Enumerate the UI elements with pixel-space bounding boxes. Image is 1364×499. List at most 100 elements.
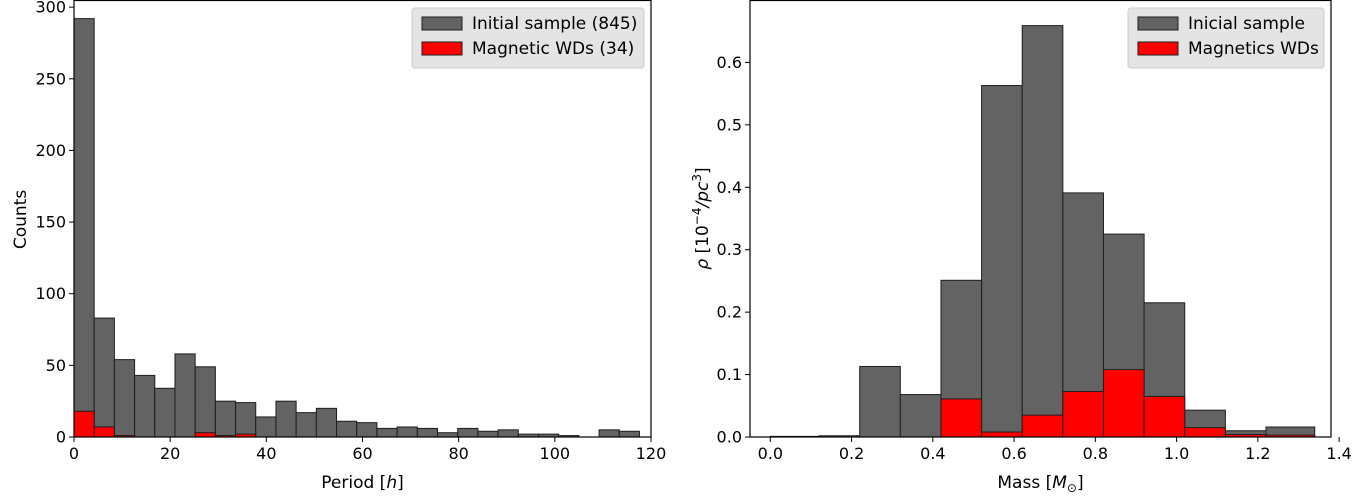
x-tick-label: 20 <box>160 444 180 463</box>
bar-initial-4 <box>154 387 176 438</box>
bar-magnetic-9 <box>1143 395 1186 438</box>
bar-magnetic-7 <box>1062 390 1104 438</box>
bar-initial-8 <box>235 402 257 438</box>
x-axis-label: Mass [M⊙] <box>997 473 1083 495</box>
bar-initial-19 <box>457 427 479 438</box>
legend-label-initial: Initial sample (845) <box>472 14 637 34</box>
bar-initial-2 <box>859 365 901 438</box>
legend: Inicial sample Magnetics WDs <box>1127 7 1325 69</box>
x-axis-label-bracket-close: ] <box>1077 473 1084 493</box>
x-axis-label-bracket-open: [ <box>374 473 386 493</box>
bar-initial-16 <box>396 426 418 438</box>
bar-initial-6 <box>1021 25 1064 438</box>
y-tick-label: 0.0 <box>717 428 742 447</box>
y-axis-label-unit: 10 <box>693 225 713 247</box>
y-axis-label: ρ [10−4/pc3] <box>690 167 713 269</box>
legend-label-magnetic: Magnetics WDs <box>1188 39 1319 59</box>
legend-box <box>411 7 645 69</box>
bar-initial-17 <box>416 427 439 438</box>
x-tick-label: 60 <box>352 444 372 463</box>
period-histogram: 0 20 40 60 80 100 120 0 50 100 150 200 250 300 Period … <box>11 0 666 493</box>
x-tick-label: 0.4 <box>920 444 945 463</box>
y-axis-label-exponent-2: 3 <box>690 174 704 182</box>
series-initial <box>769 25 1316 438</box>
bar-initial-1 <box>93 317 115 438</box>
bar-initial-18 <box>437 432 459 438</box>
bar-initial-7 <box>214 400 237 438</box>
legend-swatch-magnetic <box>421 41 463 56</box>
bar-initial-20 <box>477 430 499 438</box>
y-tick-label: 300 <box>35 0 66 17</box>
y-tick-label: 0.1 <box>717 365 742 384</box>
x-axis-label-unit-subscript: ⊙ <box>1067 481 1077 495</box>
bar-initial-27 <box>618 430 640 438</box>
bar-initial-26 <box>598 429 620 438</box>
y-tick-label: 0 <box>56 428 66 447</box>
legend: Initial sample (845) Magnetic WDs (34) <box>411 7 645 69</box>
bar-magnetic-5 <box>981 431 1023 438</box>
y-axis-label-symbol: ρ <box>693 259 713 270</box>
bar-initial-21 <box>497 429 519 438</box>
bar-initial-12 <box>315 407 338 438</box>
x-tick-label: 0.2 <box>839 444 864 463</box>
x-axis-label-bracket-open: [ <box>1040 473 1052 493</box>
y-tick-label: 0.6 <box>717 53 742 72</box>
x-tick-label: 1.0 <box>1164 444 1189 463</box>
x-tick-label: 0.0 <box>758 444 783 463</box>
legend-label-magnetic: Magnetic WDs (34) <box>472 39 634 59</box>
x-tick-label: 0.8 <box>1083 444 1108 463</box>
x-tick-label: 100 <box>540 444 571 463</box>
y-tick-label: 0.3 <box>717 240 742 259</box>
legend-swatch-initial <box>421 16 463 31</box>
x-tick-label: 0 <box>69 444 79 463</box>
y-axis-label-exponent: −4 <box>690 207 704 225</box>
bar-initial-2 <box>113 359 136 438</box>
bar-magnetic-6 <box>1021 414 1064 438</box>
y-tick-label: 250 <box>35 69 66 88</box>
bar-initial-6 <box>194 366 216 438</box>
bar-initial-5 <box>981 85 1023 438</box>
legend-swatch-initial <box>1137 16 1179 31</box>
legend-label-initial: Inicial sample <box>1188 14 1305 34</box>
bar-initial-3 <box>899 394 942 438</box>
x-axis-label: Period [h] <box>321 473 403 493</box>
x-tick-label: 40 <box>256 444 276 463</box>
x-tick-label: 120 <box>636 444 667 463</box>
bar-initial-9 <box>255 416 277 438</box>
y-tick-label: 50 <box>46 356 66 375</box>
legend-swatch-magnetic <box>1137 41 1179 56</box>
y-tick-label: 100 <box>35 284 66 303</box>
bar-magnetic-0 <box>73 410 95 438</box>
y-axis-label-bracket-open: [ <box>693 247 713 259</box>
x-tick-label: 80 <box>448 444 468 463</box>
bar-initial-10 <box>275 400 297 438</box>
x-tick-label: 1.4 <box>1326 444 1351 463</box>
y-tick-label: 0.5 <box>717 115 742 134</box>
bar-magnetic-4 <box>940 398 983 438</box>
series-initial <box>73 18 640 438</box>
bar-initial-15 <box>376 427 398 438</box>
x-axis-label-unit: M <box>1052 473 1067 493</box>
bar-initial-14 <box>356 422 378 438</box>
x-tick-label: 1.2 <box>1245 444 1270 463</box>
bar-magnetic-10 <box>1184 427 1226 438</box>
y-axis-label-unit-tail: /pc <box>693 181 713 210</box>
x-axis-label-text: Mass <box>997 473 1040 493</box>
x-tick-label: 0.6 <box>1001 444 1026 463</box>
bar-initial-13 <box>336 420 358 438</box>
bar-magnetic-6 <box>194 432 216 438</box>
y-tick-label: 150 <box>35 213 66 232</box>
x-axis-label-text: Period <box>321 473 374 493</box>
y-axis-label: Counts <box>11 190 31 249</box>
bar-initial-11 <box>295 412 317 438</box>
y-tick-label: 200 <box>35 141 66 160</box>
bar-magnetic-1 <box>93 426 115 438</box>
y-tick-label: 0.4 <box>717 178 742 197</box>
bar-initial-0 <box>73 18 95 438</box>
x-axis-label-bracket-close: ] <box>397 473 404 493</box>
series-magnetic <box>940 369 1316 438</box>
y-tick-label: 0.2 <box>717 303 742 322</box>
x-axis-label-unit: h <box>386 473 397 493</box>
mass-density-histogram: 0.0 0.2 0.4 0.6 0.8 1.0 1.2 1.4 0.0 0.1 0.2 0.3 0.4 0… <box>690 0 1352 495</box>
